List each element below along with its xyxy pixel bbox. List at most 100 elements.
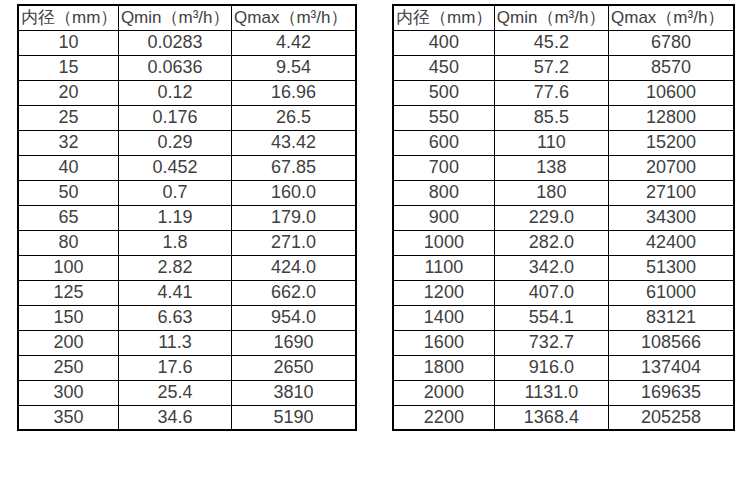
table-cell: 200 (18, 330, 118, 355)
table-cell: 26.5 (232, 105, 356, 130)
table-row: 150.06369.54 (18, 55, 356, 80)
table-cell: 34300 (609, 205, 735, 230)
table-cell: 20700 (609, 155, 735, 180)
table-cell: 16.96 (232, 80, 356, 105)
table-cell: 34.6 (118, 405, 231, 430)
table-cell: 1800 (393, 355, 494, 380)
table-row: 70013820700 (393, 155, 734, 180)
table-cell: 25.4 (118, 380, 231, 405)
table-cell: 1000 (393, 230, 494, 255)
table-row: 1506.63954.0 (18, 305, 356, 330)
table-row: 1200407.061000 (393, 280, 734, 305)
table-cell: 57.2 (494, 55, 608, 80)
table-row: 1800916.0137404 (393, 355, 734, 380)
table-cell: 43.42 (232, 130, 356, 155)
table-row: 30025.43810 (18, 380, 356, 405)
table-cell: 20 (18, 80, 118, 105)
table-cell: 0.452 (118, 155, 231, 180)
table-cell: 51300 (609, 255, 735, 280)
table-row: 35034.65190 (18, 405, 356, 430)
table-cell: 1600 (393, 330, 494, 355)
table-cell: 0.7 (118, 180, 231, 205)
table-cell: 137404 (609, 355, 735, 380)
table-row: 500.7160.0 (18, 180, 356, 205)
table-cell: 0.29 (118, 130, 231, 155)
table-cell: 65 (18, 205, 118, 230)
table-row: 801.8271.0 (18, 230, 356, 255)
table-row: 651.19179.0 (18, 205, 356, 230)
table-cell: 1.19 (118, 205, 231, 230)
table-cell: 229.0 (494, 205, 608, 230)
table-cell: 2.82 (118, 255, 231, 280)
table-cell: 6.63 (118, 305, 231, 330)
table-cell: 900 (393, 205, 494, 230)
table-cell: 500 (393, 80, 494, 105)
table-row: 80018027100 (393, 180, 734, 205)
table-cell: 15200 (609, 130, 735, 155)
table-cell: 11.3 (118, 330, 231, 355)
table-cell: 32 (18, 130, 118, 155)
table-row: 25017.62650 (18, 355, 356, 380)
table-cell: 954.0 (232, 305, 356, 330)
table-cell: 85.5 (494, 105, 608, 130)
column-header: Qmin（m³/h） (494, 5, 608, 30)
table-row: 1400554.183121 (393, 305, 734, 330)
table-cell: 300 (18, 380, 118, 405)
table-row: 250.17626.5 (18, 105, 356, 130)
table-cell: 9.54 (232, 55, 356, 80)
table-row: 1600732.7108566 (393, 330, 734, 355)
table-cell: 0.0636 (118, 55, 231, 80)
table-cell: 554.1 (494, 305, 608, 330)
flow-range-tables-page: 内径（mm）Qmin（m³/h）Qmax（m³/h）100.02834.4215… (0, 0, 750, 483)
table-cell: 407.0 (494, 280, 608, 305)
table-cell: 12800 (609, 105, 735, 130)
table-cell: 271.0 (232, 230, 356, 255)
table-cell: 150 (18, 305, 118, 330)
table-cell: 1100 (393, 255, 494, 280)
table-cell: 83121 (609, 305, 735, 330)
table-cell: 180 (494, 180, 608, 205)
table-cell: 40 (18, 155, 118, 180)
table-cell: 61000 (609, 280, 735, 305)
table-cell: 15 (18, 55, 118, 80)
table-row: 1100342.051300 (393, 255, 734, 280)
table-cell: 138 (494, 155, 608, 180)
table-row: 55085.512800 (393, 105, 734, 130)
table-cell: 662.0 (232, 280, 356, 305)
table-cell: 0.176 (118, 105, 231, 130)
table-row: 200.1216.96 (18, 80, 356, 105)
table-row: 45057.28570 (393, 55, 734, 80)
table-cell: 4.41 (118, 280, 231, 305)
table-cell: 4.42 (232, 30, 356, 55)
table-row: 900229.034300 (393, 205, 734, 230)
table-cell: 205258 (609, 405, 735, 430)
table-cell: 732.7 (494, 330, 608, 355)
table-row: 1254.41662.0 (18, 280, 356, 305)
table-cell: 700 (393, 155, 494, 180)
table-cell: 350 (18, 405, 118, 430)
header-row: 内径（mm）Qmin（m³/h）Qmax（m³/h） (18, 5, 356, 30)
column-header: 内径（mm） (18, 5, 118, 30)
table-cell: 1368.4 (494, 405, 608, 430)
table-cell: 424.0 (232, 255, 356, 280)
table-cell: 2650 (232, 355, 356, 380)
table-row: 400.45267.85 (18, 155, 356, 180)
table-cell: 17.6 (118, 355, 231, 380)
table-cell: 1690 (232, 330, 356, 355)
table-row: 20001131.0169635 (393, 380, 734, 405)
table-row: 1000282.042400 (393, 230, 734, 255)
table-cell: 0.0283 (118, 30, 231, 55)
table-cell: 100 (18, 255, 118, 280)
table-cell: 5190 (232, 405, 356, 430)
column-header: Qmax（m³/h） (232, 5, 356, 30)
table-cell: 160.0 (232, 180, 356, 205)
table-cell: 3810 (232, 380, 356, 405)
table-cell: 80 (18, 230, 118, 255)
table-cell: 800 (393, 180, 494, 205)
table-row: 100.02834.42 (18, 30, 356, 55)
table-cell: 169635 (609, 380, 735, 405)
table-row: 60011015200 (393, 130, 734, 155)
table-cell: 2200 (393, 405, 494, 430)
table-cell: 6780 (609, 30, 735, 55)
flow-table-small-diameters: 内径（mm）Qmin（m³/h）Qmax（m³/h）100.02834.4215… (17, 4, 357, 431)
